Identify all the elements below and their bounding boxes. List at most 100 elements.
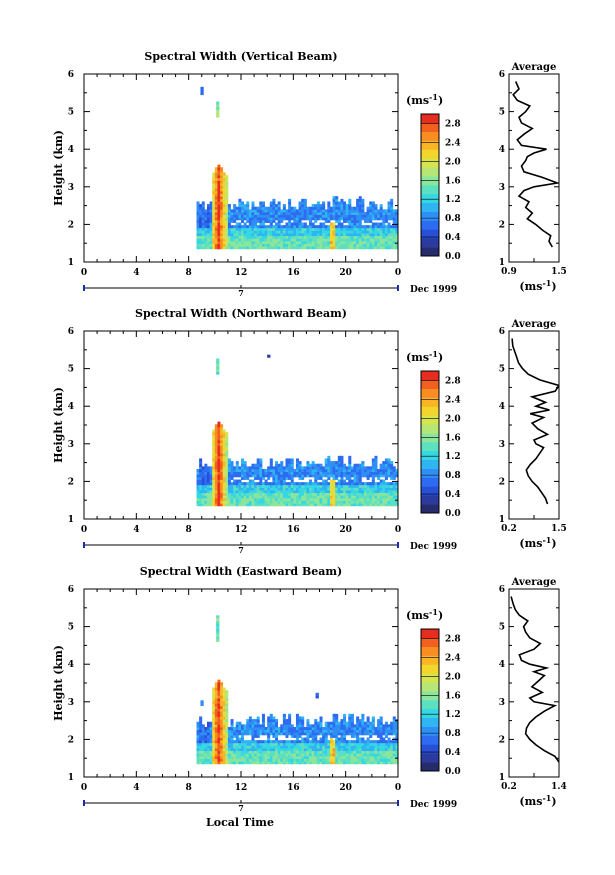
heat-cell	[225, 198, 229, 202]
heat-cell	[196, 243, 200, 247]
heat-cell	[348, 211, 352, 216]
heat-cell	[303, 471, 307, 475]
heat-cell	[361, 227, 365, 231]
heat-cell	[204, 750, 208, 754]
heat-cell	[277, 492, 281, 496]
heat-cell	[220, 455, 224, 459]
heat-cell	[390, 235, 394, 239]
heat-cell	[251, 209, 255, 213]
heat-cell	[288, 246, 292, 250]
heat-cell	[382, 217, 386, 221]
heat-cell	[358, 500, 362, 504]
heat-cell	[269, 230, 273, 234]
heat-cell	[235, 724, 239, 728]
heat-cell	[306, 748, 310, 752]
heat-cell	[222, 243, 226, 247]
heat-cell	[214, 492, 218, 496]
heat-cell	[282, 742, 286, 746]
heat-cell	[288, 474, 292, 478]
heat-cell	[204, 209, 208, 213]
heat-cell	[379, 742, 383, 746]
heat-cell	[204, 466, 208, 470]
heat-cell	[343, 217, 347, 221]
heat-cell	[298, 490, 302, 494]
heat-cell	[235, 740, 239, 744]
heat-cell	[206, 761, 210, 765]
heat-cell	[212, 227, 216, 231]
heat-cell	[285, 230, 289, 234]
colorbar: 0.00.40.81.21.62.02.42.8(ms-1)	[406, 92, 461, 262]
heat-cell	[348, 721, 352, 725]
heat-cell	[206, 745, 210, 749]
heat-cell	[353, 246, 357, 250]
heat-cell	[275, 482, 279, 486]
heat-cell	[256, 235, 260, 239]
heat-cell	[322, 761, 326, 765]
heat-cell	[361, 484, 365, 488]
heat-cell	[324, 755, 328, 759]
heat-cell	[295, 745, 299, 749]
heat-cell	[332, 479, 336, 483]
heat-cell	[303, 243, 307, 247]
heat-cell	[337, 482, 341, 486]
heat-cell	[204, 235, 208, 239]
x-tick-label: 20	[339, 525, 352, 535]
heat-cell	[261, 497, 265, 501]
y-tick-label: 6	[68, 585, 74, 595]
heat-cell	[335, 721, 339, 725]
heat-cell	[280, 466, 284, 470]
heat-cell	[327, 495, 331, 499]
heat-cell	[209, 217, 213, 221]
heat-cell	[248, 503, 252, 507]
colorbar-swatch	[421, 220, 439, 230]
heat-cell	[332, 492, 336, 496]
heat-cell	[216, 358, 220, 362]
heat-cell	[374, 211, 378, 216]
heat-cell	[332, 211, 336, 216]
heat-cell	[285, 750, 289, 754]
heat-cell	[220, 424, 224, 428]
heat-cell	[212, 461, 216, 465]
heat-cell	[254, 732, 258, 736]
heat-cell	[309, 240, 313, 244]
heat-cell	[295, 484, 299, 488]
heat-cell	[254, 214, 258, 218]
heat-cell	[340, 246, 344, 250]
heat-cell	[387, 729, 391, 733]
heat-cell	[227, 740, 231, 744]
heat-cell	[374, 726, 378, 731]
panel-3: Spectral Width (Eastward Beam)0 4 8 12 16 20 0…	[52, 565, 567, 813]
heat-cell	[277, 487, 281, 491]
heat-cell	[264, 497, 268, 501]
heat-cell	[361, 753, 365, 757]
heat-cell	[212, 185, 216, 189]
heat-cell	[269, 222, 273, 226]
heat-cell	[298, 243, 302, 247]
heat-cell	[374, 240, 378, 244]
heat-cell	[220, 450, 224, 454]
heat-cell	[295, 732, 299, 736]
heat-cell	[314, 726, 318, 731]
heat-cell	[363, 474, 367, 478]
heat-cell	[288, 243, 292, 247]
heat-cell	[345, 474, 349, 478]
heat-cell	[301, 484, 305, 488]
heat-cell	[282, 487, 286, 491]
heat-cell	[227, 726, 231, 731]
heat-cell	[261, 214, 265, 218]
heat-cell	[379, 724, 383, 728]
heat-cell	[374, 500, 378, 504]
heat-cell	[295, 734, 299, 738]
heat-cell	[222, 719, 226, 723]
heat-cell	[293, 222, 297, 226]
heat-cell	[280, 209, 284, 213]
heat-cell	[277, 729, 281, 733]
heat-cell	[329, 724, 333, 728]
heat-cell	[227, 474, 231, 478]
heat-cell	[316, 495, 320, 499]
colorbar-swatch	[421, 629, 439, 639]
heat-cell	[254, 238, 258, 242]
heat-cell	[216, 366, 220, 370]
heat-cell	[220, 753, 224, 757]
heat-cell	[212, 698, 216, 702]
